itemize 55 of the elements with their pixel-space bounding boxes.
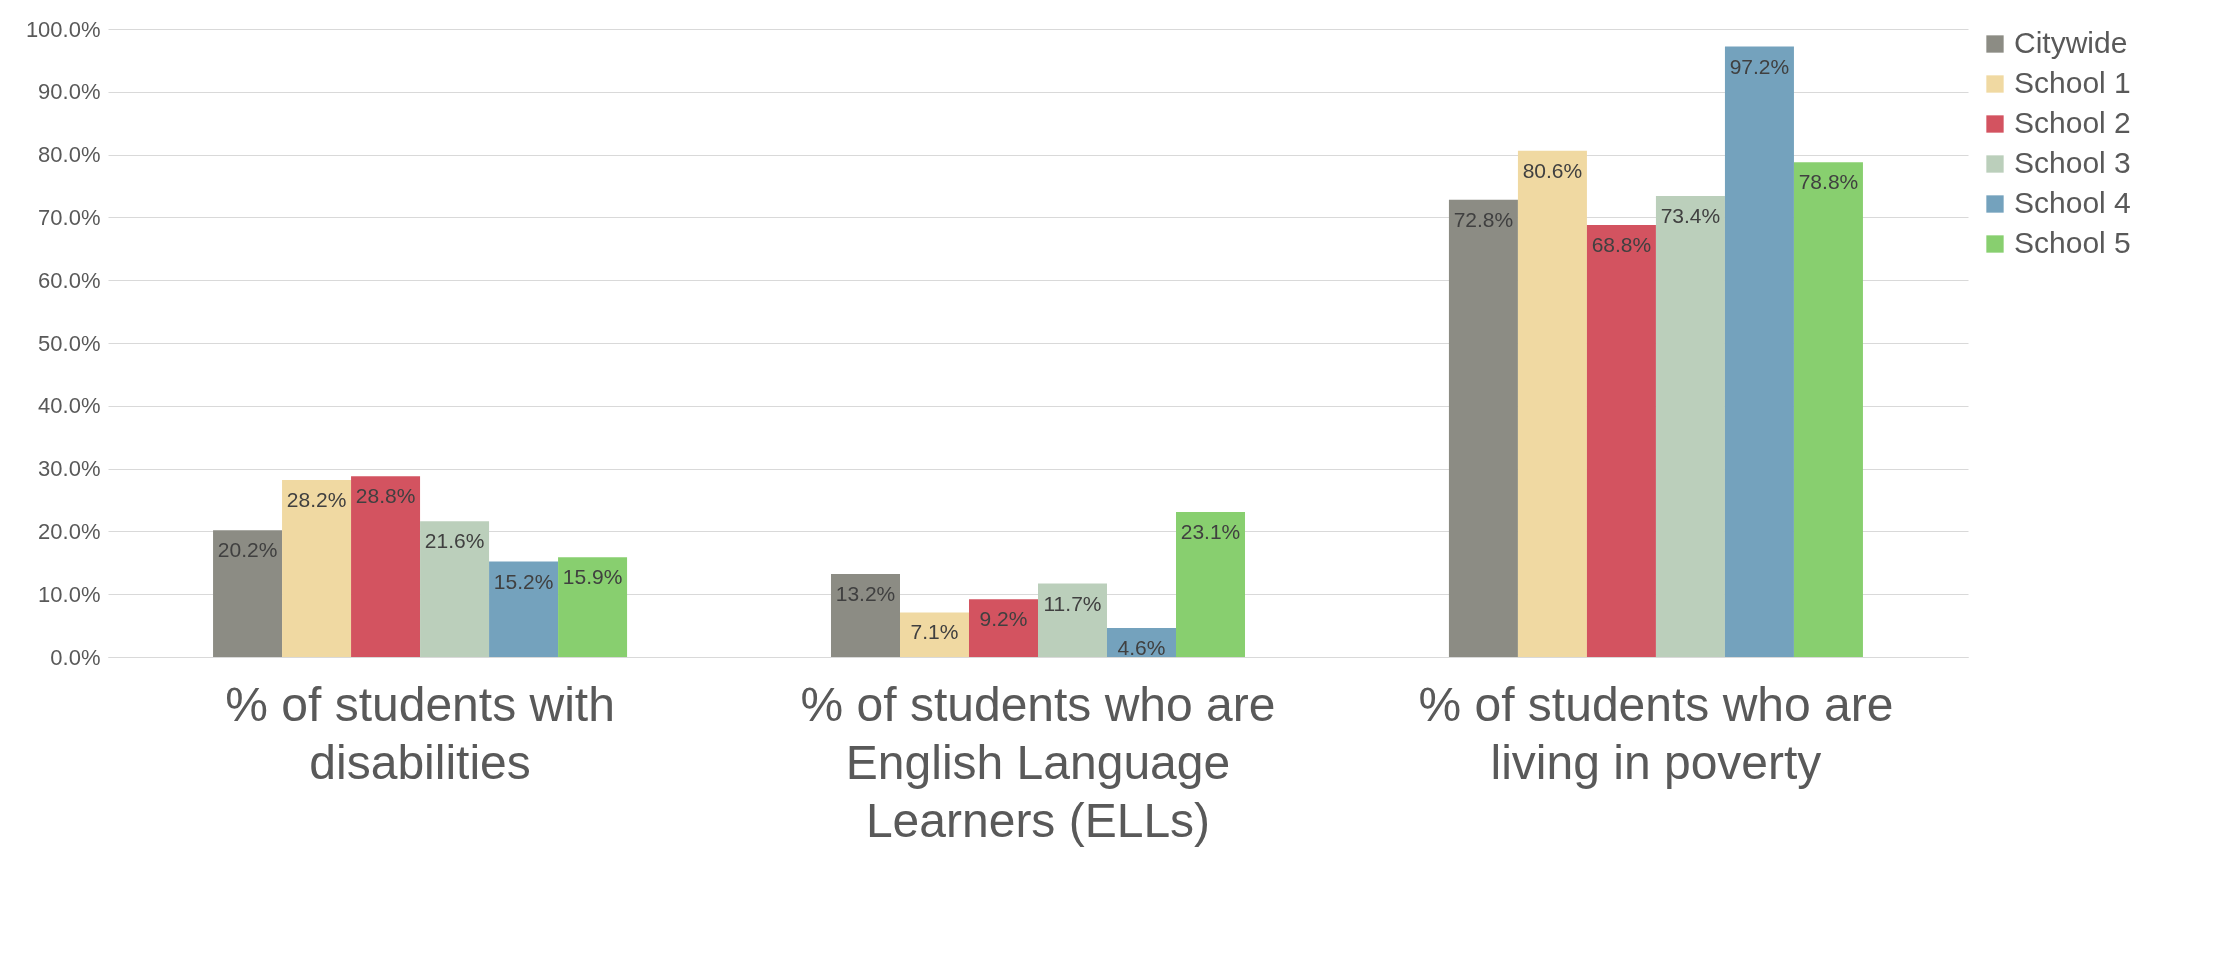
bar [489, 561, 559, 657]
bar [420, 521, 490, 657]
y-tick-label: 30.0% [38, 456, 101, 482]
x-tick-label: % of students who are English Language Learners (ELLs) [800, 677, 1276, 847]
bar [830, 574, 900, 657]
data-label: 78.8% [1798, 170, 1859, 194]
data-label: 28.8% [355, 484, 416, 508]
legend-label: Citywide [2014, 26, 2128, 59]
bar [1793, 162, 1863, 657]
legend-label: School 1 [2014, 66, 2131, 99]
data-label: 97.2% [1729, 54, 1790, 78]
x-tick-label: % of students with disabilities [225, 677, 615, 789]
y-tick-label: 40.0% [38, 393, 101, 419]
y-tick-label: 20.0% [38, 518, 101, 544]
bar [213, 530, 283, 657]
data-label: 13.2% [835, 582, 896, 606]
x-tick-label: % of students who are living in poverty [1418, 677, 1894, 789]
y-tick-label: 50.0% [38, 330, 101, 356]
bar [969, 599, 1038, 657]
data-label: 23.1% [1180, 519, 1241, 543]
bar [1655, 196, 1725, 657]
data-label: 72.8% [1453, 207, 1514, 231]
data-label: 15.9% [562, 565, 623, 589]
data-label: 80.6% [1522, 158, 1583, 182]
data-label: 21.6% [424, 529, 485, 553]
data-label: 68.8% [1591, 232, 1652, 256]
data-label: 11.7% [1043, 591, 1102, 615]
bar [1517, 150, 1587, 657]
y-tick-label: 60.0% [38, 267, 101, 293]
legend-label: School 3 [2014, 146, 2131, 179]
bar [1724, 46, 1794, 657]
y-tick-label: 100.0% [25, 16, 101, 42]
bar [351, 476, 421, 657]
data-label: 28.2% [286, 487, 347, 511]
y-tick-label: 80.0% [38, 142, 101, 168]
data-label: 7.1% [910, 620, 959, 644]
data-label: 4.6% [1117, 636, 1166, 660]
y-tick-label: 90.0% [38, 79, 101, 105]
bar [1038, 583, 1107, 657]
bar [282, 479, 352, 657]
bar [1176, 511, 1246, 657]
bar [558, 557, 628, 657]
legend-label: School 5 [2014, 226, 2131, 259]
data-label: 73.4% [1660, 204, 1721, 228]
y-tick-label: 10.0% [38, 581, 101, 607]
data-label: 9.2% [979, 607, 1028, 631]
bar [1586, 224, 1656, 657]
y-tick-label: 0.0% [50, 644, 101, 670]
legend-label: School 4 [2014, 186, 2131, 219]
y-tick-label: 70.0% [38, 204, 101, 230]
bar [899, 612, 969, 657]
data-label: 20.2% [217, 538, 278, 562]
legend-label: School 2 [2014, 106, 2131, 139]
bar [1448, 199, 1518, 657]
data-label: 15.2% [493, 569, 554, 593]
